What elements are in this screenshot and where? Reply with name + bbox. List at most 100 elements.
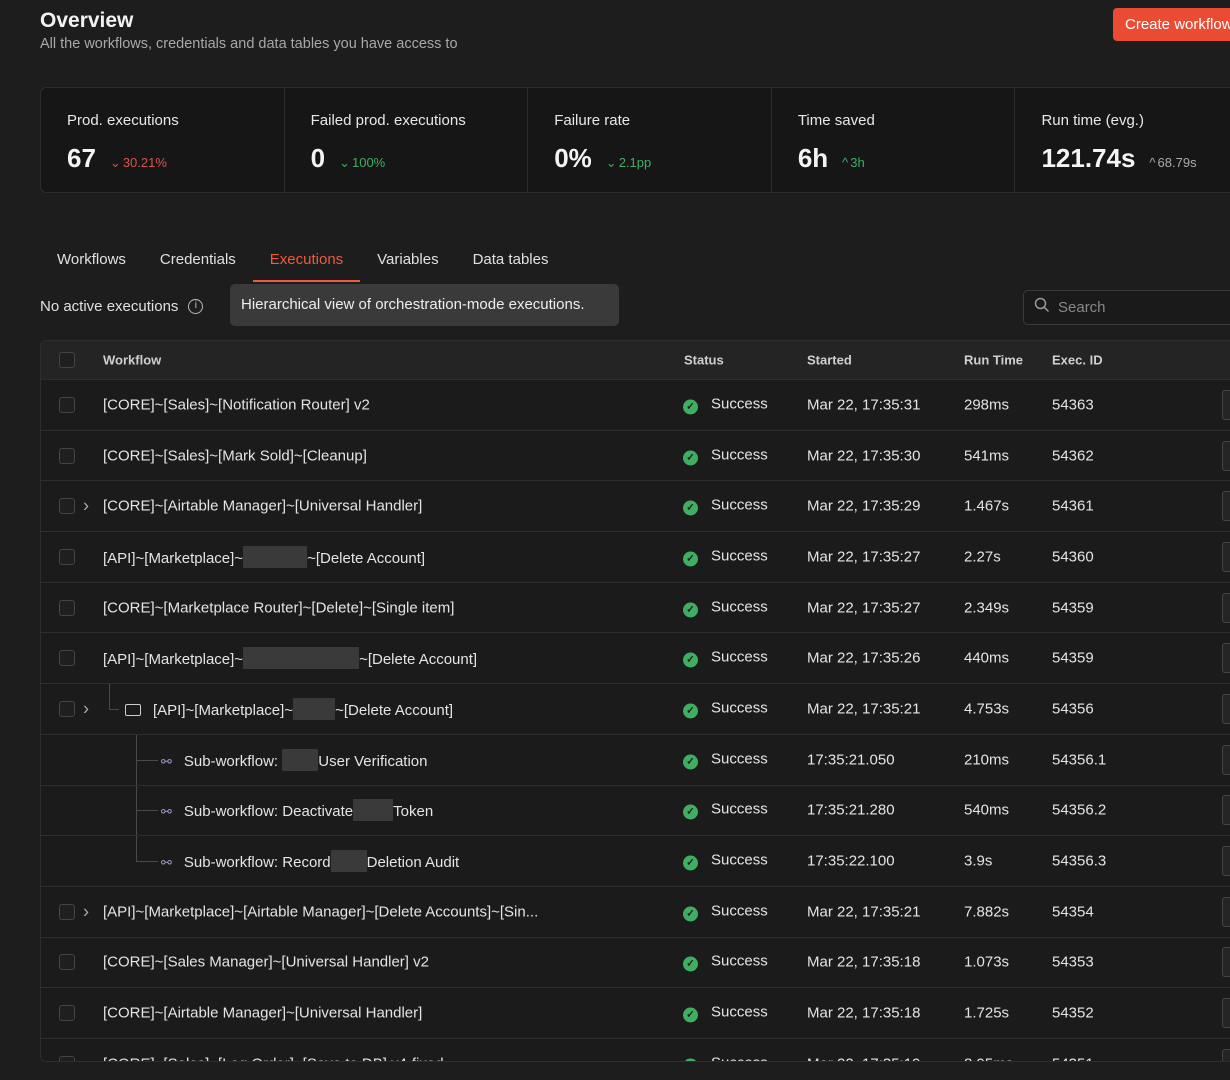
expand-chevron-icon[interactable]: ›	[83, 901, 89, 922]
workflow-name[interactable]: ⚯ Sub-workflow: User Verification	[161, 748, 428, 771]
row-action-button[interactable]	[1222, 693, 1230, 724]
status-label: Success	[711, 446, 768, 464]
row-action-button[interactable]	[1222, 998, 1230, 1029]
status-label: Success	[711, 699, 768, 717]
col-workflow[interactable]: Workflow	[103, 352, 162, 368]
workflow-name[interactable]: [CORE]~[Sales]~[Log Order]~[Save to DB] …	[103, 1055, 444, 1061]
tab-executions[interactable]: Executions	[252, 248, 361, 282]
chevron-down-icon: ⌄	[339, 155, 350, 170]
status: ✓ Success	[683, 750, 768, 770]
exec-id: 54351	[1052, 1055, 1094, 1061]
success-check-icon: ✓	[683, 551, 698, 567]
row-checkbox[interactable]	[59, 1005, 75, 1022]
row-action-button[interactable]	[1222, 440, 1230, 471]
workflow-name-part: ~[Delete Account]	[335, 701, 454, 719]
workflow-name[interactable]: [API]~[Marketplace]~ ~[Delete Account]	[103, 647, 477, 670]
run-time: 298ms	[964, 396, 1010, 414]
table-row[interactable]: [CORE]~[Sales Manager]~[Universal Handle…	[41, 938, 1230, 989]
exec-id: 54353	[1052, 953, 1094, 971]
tab-workflows[interactable]: Workflows	[57, 251, 126, 268]
table-row[interactable]: ⚯ Sub-workflow: Deactivate Token ✓ Success 17…	[41, 785, 1230, 837]
table-row[interactable]: › [API]~[Marketplace]~[Airtable Manager]~…	[41, 887, 1230, 938]
status-label: Success	[711, 851, 768, 869]
search-box[interactable]	[1023, 290, 1230, 325]
status: ✓ Success	[683, 699, 768, 719]
status-label: Success	[711, 648, 768, 666]
col-exec-id[interactable]: Exec. ID	[1052, 352, 1103, 368]
row-action-button[interactable]	[1222, 643, 1230, 674]
create-workflow-button[interactable]: Create workflow	[1113, 8, 1230, 41]
row-action-button[interactable]	[1222, 795, 1230, 826]
search-input[interactable]	[1058, 299, 1230, 316]
table-row[interactable]: › [CORE]~[Airtable Manager]~[Universal Ha…	[41, 481, 1230, 533]
workflow-name[interactable]: [API]~[Marketplace]~ ~[Delete Account]	[125, 697, 454, 720]
row-action-button[interactable]	[1222, 947, 1230, 978]
info-icon[interactable]: i	[188, 299, 204, 314]
select-all-checkbox[interactable]	[59, 352, 75, 368]
tab-variables[interactable]: Variables	[377, 251, 439, 268]
row-checkbox[interactable]	[59, 498, 75, 515]
stat-label: Run time (evg.)	[1041, 112, 1144, 129]
row-action-button[interactable]	[1222, 896, 1230, 927]
row-action-button[interactable]	[1222, 846, 1230, 877]
table-row[interactable]: [CORE]~[Sales]~[Log Order]~[Save to DB] …	[41, 1039, 1230, 1061]
stat-delta-value: 100%	[351, 155, 386, 170]
table-row[interactable]: [API]~[Marketplace]~ ~[Delete Account] ✓ Su…	[41, 532, 1230, 583]
row-checkbox[interactable]	[59, 396, 75, 413]
workflow-name[interactable]: [API]~[Marketplace]~[Airtable Manager]~[…	[103, 903, 538, 920]
col-status[interactable]: Status	[684, 352, 724, 368]
table-row[interactable]: [API]~[Marketplace]~ ~[Delete Account] ✓ Su…	[41, 633, 1230, 685]
row-checkbox[interactable]	[59, 1055, 75, 1061]
success-check-icon: ✓	[683, 855, 698, 871]
status: ✓ Success	[683, 1054, 768, 1061]
workflow-name-part: Token	[393, 803, 434, 821]
table-row[interactable]: › [API]~[Marketplace]~ ~[Delete Account] ✓ S…	[41, 684, 1230, 735]
workflow-name[interactable]: [API]~[Marketplace]~ ~[Delete Account]	[103, 545, 426, 568]
stat-value: 0%	[554, 143, 592, 173]
workflow-name[interactable]: ⚯ Sub-workflow: Deactivate Token	[161, 799, 434, 822]
row-action-button[interactable]	[1222, 491, 1230, 522]
col-started[interactable]: Started	[807, 352, 852, 368]
row-checkbox[interactable]	[59, 700, 75, 717]
col-run-time[interactable]: Run Time	[964, 352, 1023, 368]
row-action-button[interactable]	[1222, 744, 1230, 775]
table-row[interactable]: [CORE]~[Sales]~[Notification Router] v2 ✓…	[41, 380, 1230, 431]
workflow-name-part: ~[Delete Account]	[307, 549, 426, 567]
tab-data-tables[interactable]: Data tables	[472, 251, 549, 268]
row-action-button[interactable]	[1222, 389, 1230, 420]
redacted-text	[243, 647, 360, 670]
workflow-name[interactable]: [CORE]~[Airtable Manager]~[Universal Han…	[103, 498, 422, 515]
workflow-name[interactable]: [CORE]~[Sales Manager]~[Universal Handle…	[103, 954, 429, 971]
success-check-icon: ✓	[683, 754, 698, 770]
status: ✓ Success	[683, 446, 768, 466]
row-checkbox[interactable]	[59, 599, 75, 616]
workflow-name[interactable]: [CORE]~[Sales]~[Notification Router] v2	[103, 396, 370, 413]
expand-chevron-icon[interactable]: ›	[83, 495, 89, 516]
table-row[interactable]: ⚯ Sub-workflow: User Verification ✓ Success…	[41, 734, 1230, 786]
row-checkbox[interactable]	[59, 447, 75, 464]
row-checkbox[interactable]	[59, 650, 75, 667]
run-time: 440ms	[964, 649, 1010, 667]
row-checkbox[interactable]	[59, 548, 75, 565]
row-action-button[interactable]	[1222, 541, 1230, 572]
status: ✓ Success	[683, 1004, 768, 1023]
workflow-name[interactable]: [CORE]~[Marketplace Router]~[Delete]~[Si…	[103, 599, 454, 616]
table-row[interactable]: [CORE]~[Marketplace Router]~[Delete]~[Si…	[41, 583, 1230, 634]
status-label: Success	[711, 1003, 768, 1021]
exec-id: 54363	[1052, 396, 1094, 414]
row-checkbox[interactable]	[59, 903, 75, 920]
workflow-name[interactable]: [CORE]~[Sales]~[Mark Sold]~[Cleanup]	[103, 447, 367, 464]
table-row[interactable]: ⚯ Sub-workflow: Record Deletion Audit ✓ Succ…	[41, 836, 1230, 887]
row-action-button[interactable]	[1222, 1048, 1230, 1061]
workflow-name[interactable]: [CORE]~[Airtable Manager]~[Universal Han…	[103, 1005, 422, 1022]
workflow-name[interactable]: ⚯ Sub-workflow: Record Deletion Audit	[161, 850, 459, 873]
row-checkbox[interactable]	[59, 954, 75, 971]
status: ✓ Success	[683, 395, 768, 415]
tab-credentials[interactable]: Credentials	[159, 251, 236, 268]
table-row[interactable]: [CORE]~[Airtable Manager]~[Universal Han…	[41, 988, 1230, 1039]
stat-label: Failure rate	[554, 112, 631, 129]
table-row[interactable]: [CORE]~[Sales]~[Mark Sold]~[Cleanup] ✓ Suc…	[41, 431, 1230, 482]
row-action-button[interactable]	[1222, 592, 1230, 623]
expand-chevron-icon[interactable]: ›	[83, 698, 89, 719]
sub-workflow-icon: ⚯	[161, 753, 172, 769]
